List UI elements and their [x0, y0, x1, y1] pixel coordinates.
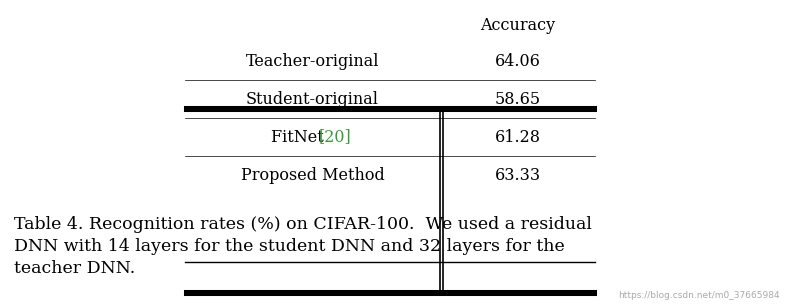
- Text: Proposed Method: Proposed Method: [241, 167, 384, 184]
- Text: 58.65: 58.65: [494, 91, 541, 108]
- Text: 61.28: 61.28: [494, 129, 541, 146]
- Text: FitNet: FitNet: [270, 129, 329, 146]
- Text: https://blog.csdn.net/m0_37665984: https://blog.csdn.net/m0_37665984: [619, 291, 780, 300]
- Text: 64.06: 64.06: [494, 53, 541, 70]
- Text: Teacher-original: Teacher-original: [246, 53, 380, 70]
- Text: Accuracy: Accuracy: [480, 18, 555, 34]
- Text: Table 4. Recognition rates (%) on CIFAR-100.  We used a residual: Table 4. Recognition rates (%) on CIFAR-…: [14, 216, 592, 233]
- Text: Student-original: Student-original: [246, 91, 379, 108]
- Text: teacher DNN.: teacher DNN.: [14, 260, 135, 277]
- Text: DNN with 14 layers for the student DNN and 32 layers for the: DNN with 14 layers for the student DNN a…: [14, 238, 565, 255]
- Text: 63.33: 63.33: [494, 167, 541, 184]
- Text: [20]: [20]: [319, 129, 351, 146]
